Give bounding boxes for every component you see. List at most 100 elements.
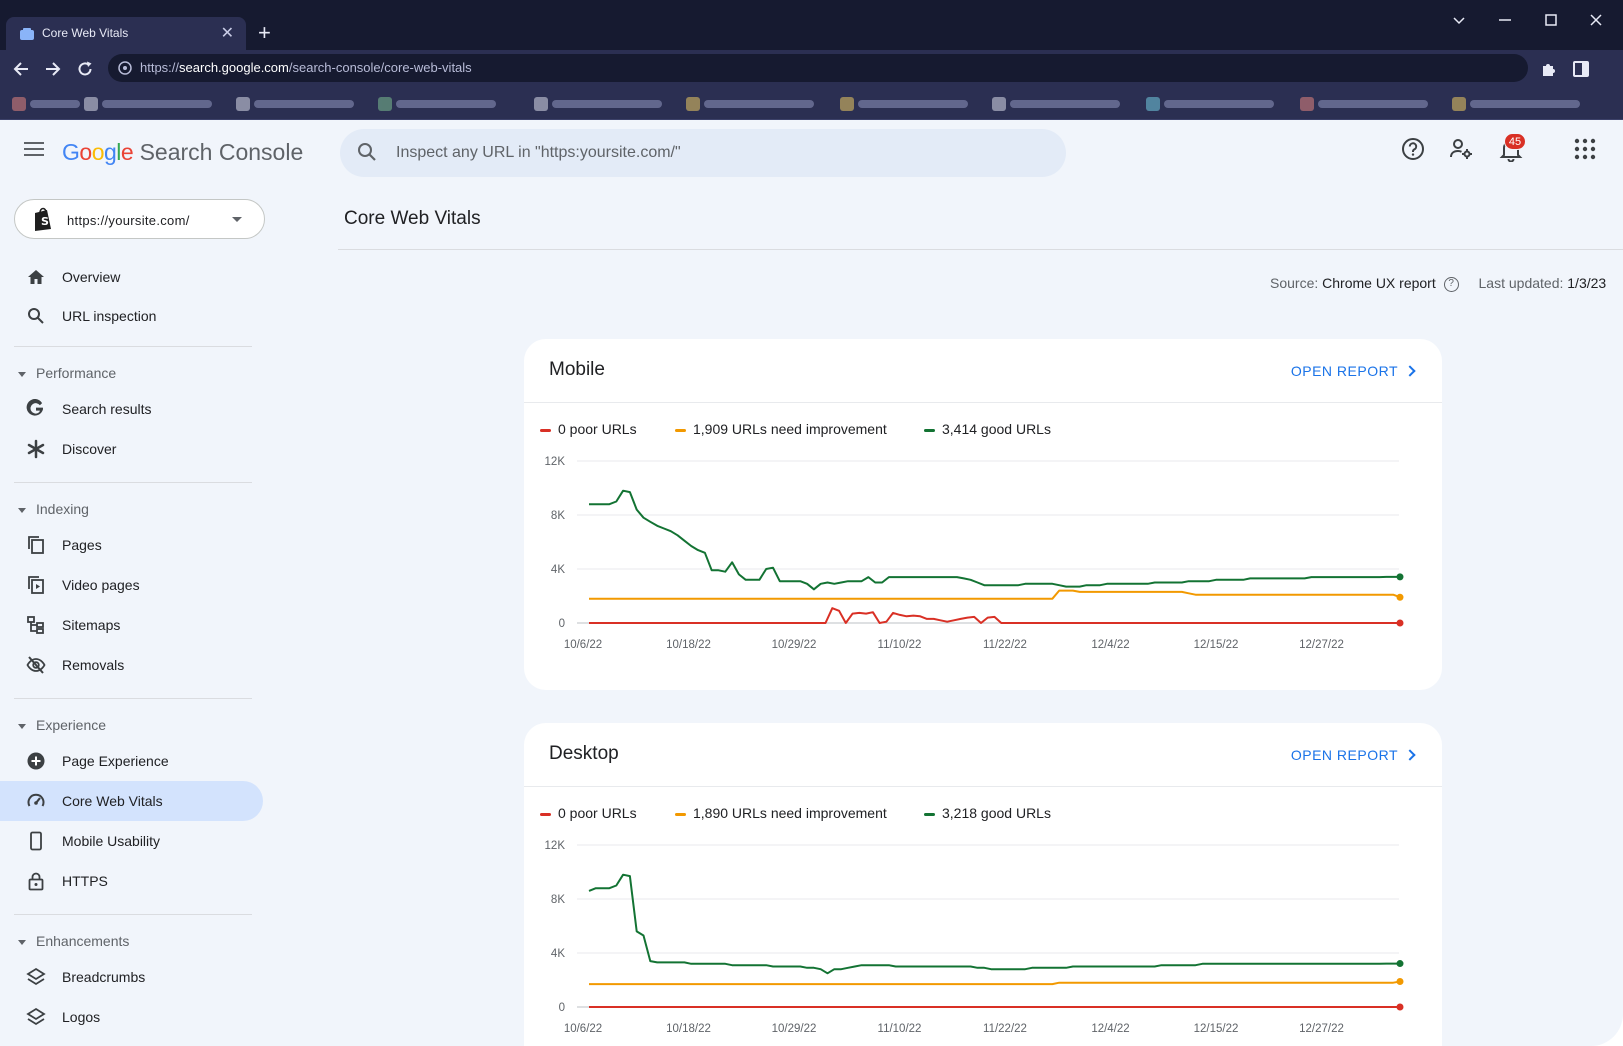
property-selector[interactable]: S https://yoursite.com/	[14, 199, 265, 239]
reload-icon[interactable]	[76, 60, 94, 78]
nav-https[interactable]: HTTPS	[0, 861, 263, 901]
sidebar-divider	[14, 482, 252, 483]
nav-label: Overview	[62, 269, 121, 285]
search-console-favicon-icon	[20, 28, 34, 40]
open-report-button[interactable]: OPEN REPORT	[1291, 363, 1416, 379]
series-line[interactable]	[589, 607, 1400, 624]
browser-tab[interactable]: Core Web Vitals ✕	[6, 17, 246, 50]
tab-search-chevron-icon[interactable]	[1452, 16, 1466, 26]
help-icon[interactable]	[1400, 136, 1426, 162]
nav-label: Discover	[62, 441, 117, 457]
settings-user-icon[interactable]	[1448, 136, 1474, 162]
window-close-icon[interactable]	[1590, 14, 1602, 26]
tab-title: Core Web Vitals	[42, 26, 129, 40]
x-tick-label: 10/6/22	[564, 639, 602, 651]
nav-label: Sitemaps	[62, 617, 121, 633]
nav-logos[interactable]: Logos	[0, 997, 263, 1037]
bookmarks-bar	[0, 88, 1623, 120]
sidebar-divider	[14, 346, 252, 347]
address-bar[interactable]: https://search.google.com/search-console…	[108, 54, 1528, 82]
series-line[interactable]	[589, 589, 1401, 600]
source-label: Source:	[1270, 275, 1319, 291]
nav-discover[interactable]: Discover	[0, 429, 263, 469]
series-line[interactable]	[588, 873, 1400, 975]
legend-swatch	[675, 812, 686, 816]
forward-arrow-icon[interactable]	[44, 60, 62, 78]
series-end-point[interactable]	[1396, 977, 1404, 985]
search-icon	[358, 143, 376, 161]
nav-pages[interactable]: Pages	[0, 525, 263, 565]
x-tick-label: 11/10/22	[878, 639, 922, 651]
url-inspection-search[interactable]	[340, 129, 1066, 177]
side-panel-icon[interactable]	[1572, 60, 1590, 78]
new-tab-button[interactable]: +	[258, 20, 271, 45]
nav-search-results[interactable]: Search results	[0, 389, 263, 429]
nav-label: Logos	[62, 1009, 101, 1025]
legend-swatch	[924, 812, 935, 816]
section-enhancements[interactable]: Enhancements	[18, 933, 129, 949]
desktop-card: Desktop OPEN REPORT 0 poor URLs 1,890 UR…	[524, 723, 1442, 1046]
source-info: Source: Chrome UX report ? Last updated:…	[1270, 275, 1606, 292]
series-end-point[interactable]	[1396, 1003, 1404, 1011]
nav-label: Search results	[62, 401, 152, 417]
legend-poor[interactable]: 0 poor URLs	[540, 421, 637, 437]
nav-breadcrumbs[interactable]: Breadcrumbs	[0, 957, 263, 997]
y-tick-label: 12K	[545, 456, 566, 468]
chevron-right-icon	[1404, 749, 1416, 761]
y-tick-label: 12K	[545, 840, 566, 852]
nav-url-inspection[interactable]: URL inspection	[0, 296, 263, 336]
address-url: https://search.google.com/search-console…	[140, 60, 472, 75]
x-tick-label: 11/10/22	[878, 1023, 922, 1035]
x-tick-label: 11/22/22	[983, 639, 1027, 651]
legend-good[interactable]: 3,414 good URLs	[924, 421, 1051, 437]
series-end-point[interactable]	[1396, 960, 1404, 968]
section-experience[interactable]: Experience	[18, 717, 106, 733]
x-tick-label: 11/22/22	[983, 1023, 1027, 1035]
minimize-icon[interactable]	[1498, 18, 1512, 22]
smartphone-icon	[30, 831, 42, 851]
dropdown-caret-icon	[232, 217, 242, 222]
tab-close-icon[interactable]: ✕	[220, 25, 234, 42]
y-tick-label: 8K	[551, 894, 565, 906]
source-value: Chrome UX report	[1322, 275, 1436, 291]
series-end-point[interactable]	[1396, 593, 1404, 601]
x-tick-label: 12/4/22	[1091, 639, 1129, 651]
series-end-point[interactable]	[1396, 619, 1404, 627]
nav-core-web-vitals[interactable]: Core Web Vitals	[0, 781, 263, 821]
nav-sitemaps[interactable]: Sitemaps	[0, 605, 263, 645]
series-end-point[interactable]	[1396, 573, 1404, 581]
nav-mobile-usability[interactable]: Mobile Usability	[0, 821, 263, 861]
main-menu-icon[interactable]	[24, 142, 44, 158]
source-help-icon[interactable]: ?	[1443, 276, 1459, 292]
product-name: Search Console	[139, 139, 304, 165]
back-arrow-icon[interactable]	[12, 60, 30, 78]
nav-removals[interactable]: Removals	[0, 645, 263, 685]
x-tick-label: 12/27/22	[1299, 639, 1344, 651]
nav-video-pages[interactable]: Video pages	[0, 565, 263, 605]
site-info-icon[interactable]	[118, 61, 132, 75]
section-indexing[interactable]: Indexing	[18, 501, 89, 517]
section-performance[interactable]: Performance	[18, 365, 116, 381]
apps-grid-icon[interactable]	[1572, 136, 1598, 162]
maximize-icon[interactable]	[1545, 14, 1557, 26]
page-title: Core Web Vitals	[344, 208, 481, 229]
open-report-button[interactable]: OPEN REPORT	[1291, 747, 1416, 763]
y-tick-label: 0	[559, 618, 565, 630]
google-wordmark: Google	[62, 139, 134, 165]
legend-good[interactable]: 3,218 good URLs	[924, 805, 1051, 821]
search-input[interactable]	[396, 141, 1036, 165]
search-console-logo[interactable]: Google Search Console	[62, 139, 303, 166]
series-line[interactable]	[589, 489, 1400, 591]
legend-needs-improvement[interactable]: 1,909 URLs need improvement	[675, 421, 887, 437]
nav-label: HTTPS	[62, 873, 108, 889]
legend-poor[interactable]: 0 poor URLs	[540, 805, 637, 821]
layers-icon	[26, 1007, 46, 1026]
series-line[interactable]	[589, 980, 1401, 986]
extensions-puzzle-icon[interactable]	[1540, 60, 1558, 78]
x-tick-label: 10/29/22	[772, 1023, 817, 1035]
sidebar-divider	[14, 698, 252, 699]
x-tick-label: 10/6/22	[564, 1023, 602, 1035]
nav-page-experience[interactable]: Page Experience	[0, 741, 263, 781]
nav-overview[interactable]: Overview	[0, 257, 263, 297]
legend-needs-improvement[interactable]: 1,890 URLs need improvement	[675, 805, 887, 821]
